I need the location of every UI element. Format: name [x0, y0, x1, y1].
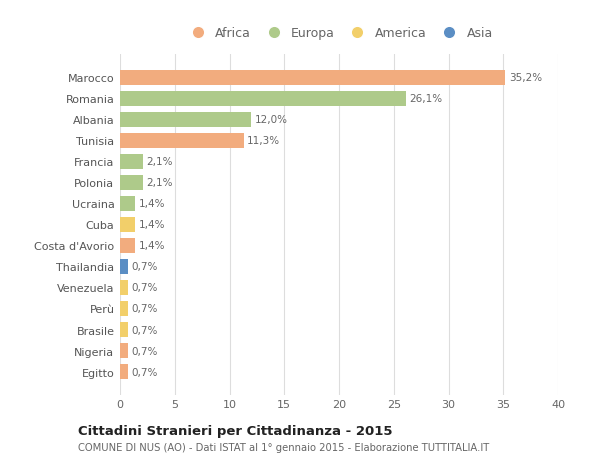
Bar	[120, 91, 406, 106]
Text: COMUNE DI NUS (AO) - Dati ISTAT al 1° gennaio 2015 - Elaborazione TUTTITALIA.IT: COMUNE DI NUS (AO) - Dati ISTAT al 1° ge…	[78, 442, 489, 452]
Bar	[120, 71, 505, 86]
Bar	[120, 280, 128, 296]
Text: 35,2%: 35,2%	[509, 73, 542, 83]
Text: Cittadini Stranieri per Cittadinanza - 2015: Cittadini Stranieri per Cittadinanza - 2…	[78, 424, 392, 437]
Bar	[120, 196, 136, 212]
Text: 2,1%: 2,1%	[146, 178, 173, 188]
Text: 0,7%: 0,7%	[131, 262, 157, 272]
Text: 0,7%: 0,7%	[131, 367, 157, 377]
Bar	[120, 364, 128, 379]
Text: 0,7%: 0,7%	[131, 346, 157, 356]
Text: 12,0%: 12,0%	[254, 115, 287, 125]
Bar	[120, 175, 143, 190]
Bar	[120, 343, 128, 358]
Bar	[120, 322, 128, 337]
Text: 1,4%: 1,4%	[139, 220, 165, 230]
Bar	[120, 218, 136, 232]
Text: 0,7%: 0,7%	[131, 325, 157, 335]
Text: 0,7%: 0,7%	[131, 283, 157, 293]
Text: 2,1%: 2,1%	[146, 157, 173, 167]
Text: 11,3%: 11,3%	[247, 136, 280, 146]
Bar	[120, 238, 136, 253]
Bar	[120, 301, 128, 316]
Text: 1,4%: 1,4%	[139, 241, 165, 251]
Bar	[120, 134, 244, 149]
Bar	[120, 259, 128, 274]
Text: 26,1%: 26,1%	[409, 94, 442, 104]
Text: 0,7%: 0,7%	[131, 304, 157, 314]
Text: 1,4%: 1,4%	[139, 199, 165, 209]
Bar	[120, 112, 251, 128]
Legend: Africa, Europa, America, Asia: Africa, Europa, America, Asia	[185, 28, 493, 40]
Bar	[120, 154, 143, 169]
